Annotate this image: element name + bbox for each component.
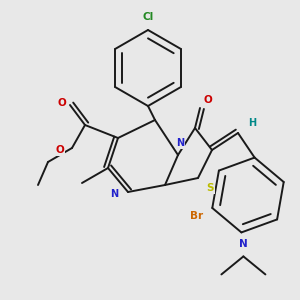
Text: N: N [239,239,248,249]
Text: O: O [58,98,66,108]
Text: O: O [204,95,212,105]
Text: Br: Br [190,211,203,221]
Text: N: N [110,189,118,199]
Text: N: N [176,138,184,148]
Text: O: O [56,145,64,155]
Text: Cl: Cl [142,12,154,22]
Text: S: S [206,183,214,193]
Text: H: H [248,118,256,128]
